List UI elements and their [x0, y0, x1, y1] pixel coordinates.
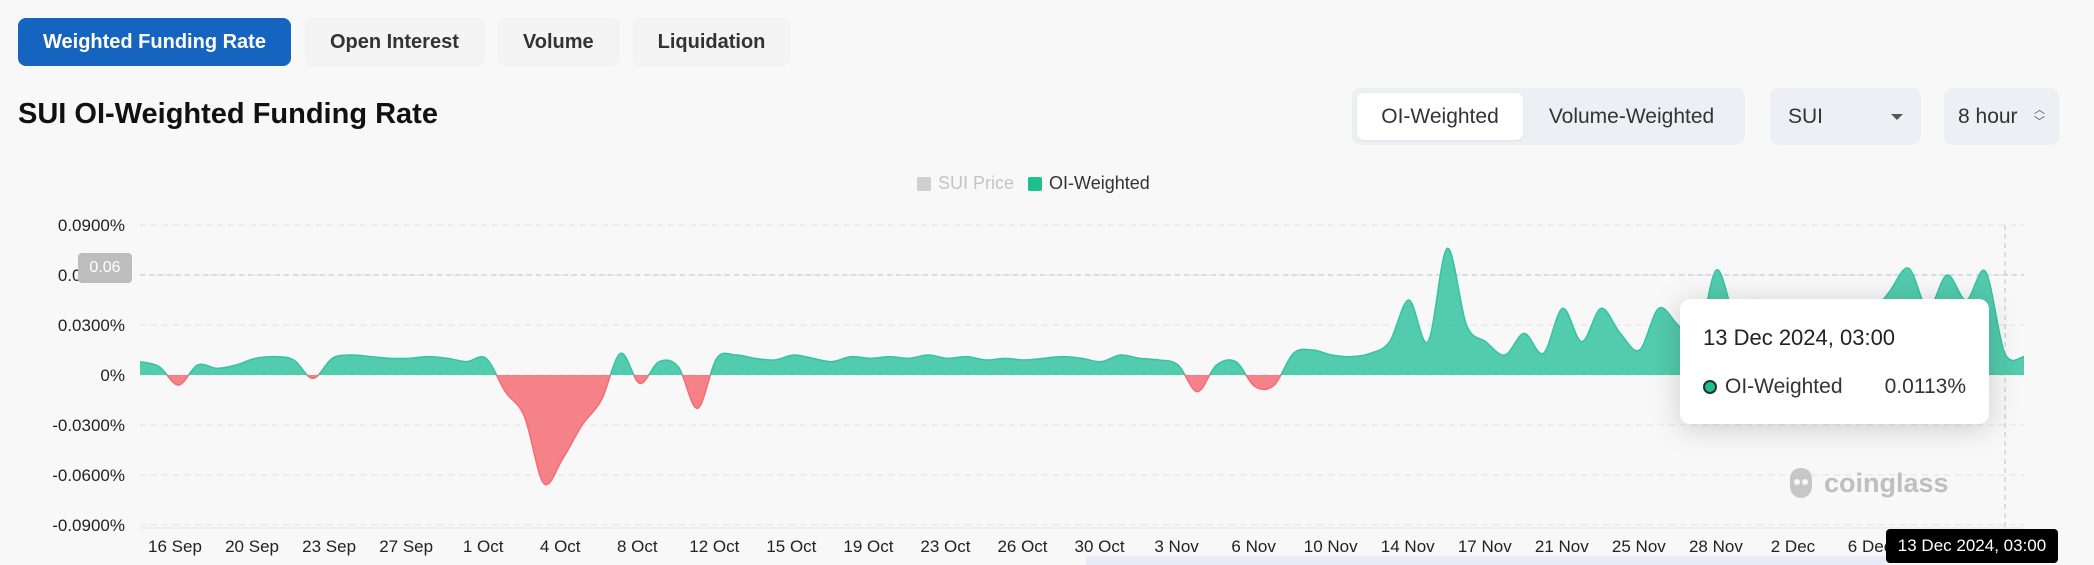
funding-rate-chart[interactable]: 0.0900%0.0600%0.0300%0%-0.0300%-0.0600%-… — [0, 200, 2094, 565]
watermark-text: coinglass — [1824, 467, 1949, 498]
tab-liquidation[interactable]: Liquidation — [632, 18, 791, 66]
legend-swatch-sui-price — [917, 176, 931, 191]
tooltip-series-name: OI-Weighted — [1725, 375, 1843, 398]
x-tick-label: 17 Nov — [1458, 537, 1512, 556]
volume-weighted-option[interactable]: Volume-Weighted — [1548, 104, 1715, 128]
y-tick-label: -0.0300% — [52, 416, 125, 435]
tooltip-value: 0.0113% — [1884, 375, 1966, 398]
chevron-down-icon — [1891, 113, 1903, 120]
coin-select[interactable]: SUI — [1770, 88, 1921, 145]
x-tick-label: 25 Nov — [1612, 537, 1666, 556]
up-down-chevron-icon: ︿ ﹀ — [2034, 104, 2045, 128]
x-tick-label: 6 Dec — [1848, 537, 1893, 556]
cursor-date-label: 13 Dec 2024, 03:00 — [1886, 529, 2058, 563]
interval-select-value: 8 hour — [1958, 104, 2018, 128]
y-axis-pin-label: 0.06 — [78, 253, 132, 283]
x-tick-label: 20 Sep — [225, 537, 279, 556]
x-tick-label: 19 Oct — [843, 537, 893, 556]
y-tick-label: -0.0600% — [52, 466, 125, 485]
coinglass-watermark: coinglass — [1786, 466, 1949, 500]
coin-select-value: SUI — [1788, 104, 1824, 128]
x-tick-label: 23 Oct — [920, 537, 970, 556]
page-title: SUI OI-Weighted Funding Rate — [18, 98, 438, 130]
oi-weighted-line — [139, 247, 2025, 486]
x-tick-label: 10 Nov — [1304, 537, 1358, 556]
legend-item-sui-price[interactable]: SUI Price — [917, 173, 1014, 194]
x-tick-label: 12 Oct — [689, 537, 739, 556]
x-tick-label: 4 Oct — [540, 537, 581, 556]
coinglass-logo-icon — [1790, 468, 1812, 498]
interval-select[interactable]: 8 hour ︿ ﹀ — [1944, 88, 2059, 145]
tab-open-interest[interactable]: Open Interest — [304, 18, 484, 66]
x-tick-label: 2 Dec — [1771, 537, 1816, 556]
tooltip-title: 13 Dec 2024, 03:00 — [1703, 325, 1896, 350]
chart-tooltip: 13 Dec 2024, 03:00 OI-Weighted 0.0113% — [1680, 299, 1989, 424]
y-tick-label: 0.0900% — [58, 216, 125, 235]
tooltip-row: OI-Weighted 0.0113% — [1703, 375, 1966, 399]
tab-volume[interactable]: Volume — [497, 18, 619, 66]
legend-label-oi-weighted: OI-Weighted — [1049, 173, 1150, 193]
x-tick-label: 6 Nov — [1231, 537, 1276, 556]
chart-legend: SUI Price OI-Weighted — [917, 173, 1150, 194]
x-tick-label: 27 Sep — [379, 537, 433, 556]
x-tick-label: 1 Oct — [463, 537, 504, 556]
zoom-range-strip[interactable] — [1086, 556, 1886, 565]
oi-weighted-area — [140, 248, 2024, 485]
tooltip-series: OI-Weighted — [1703, 375, 1843, 399]
x-tick-label: 30 Oct — [1074, 537, 1124, 556]
series-dot-icon — [1703, 380, 1717, 394]
x-tick-label: 26 Oct — [997, 537, 1047, 556]
x-tick-label: 16 Sep — [148, 537, 202, 556]
chart-tabs: Weighted Funding Rate Open Interest Volu… — [18, 18, 791, 66]
y-tick-label: 0.0300% — [58, 316, 125, 335]
x-tick-label: 14 Nov — [1381, 537, 1435, 556]
oi-weighted-option[interactable]: OI-Weighted — [1357, 93, 1523, 140]
weighting-toggle: OI-Weighted Volume-Weighted — [1352, 88, 1745, 145]
x-tick-label: 15 Oct — [766, 537, 816, 556]
x-tick-label: 3 Nov — [1154, 537, 1199, 556]
y-tick-label: 0% — [100, 366, 125, 385]
x-tick-label: 23 Sep — [302, 537, 356, 556]
legend-swatch-oi-weighted — [1028, 176, 1043, 191]
legend-item-oi-weighted[interactable]: OI-Weighted — [1028, 173, 1150, 194]
x-tick-label: 8 Oct — [617, 537, 658, 556]
x-tick-label: 28 Nov — [1689, 537, 1743, 556]
tab-weighted-funding-rate[interactable]: Weighted Funding Rate — [18, 18, 291, 66]
legend-label-sui-price: SUI Price — [938, 173, 1015, 193]
y-tick-label: -0.0900% — [52, 516, 125, 535]
x-tick-label: 21 Nov — [1535, 537, 1589, 556]
